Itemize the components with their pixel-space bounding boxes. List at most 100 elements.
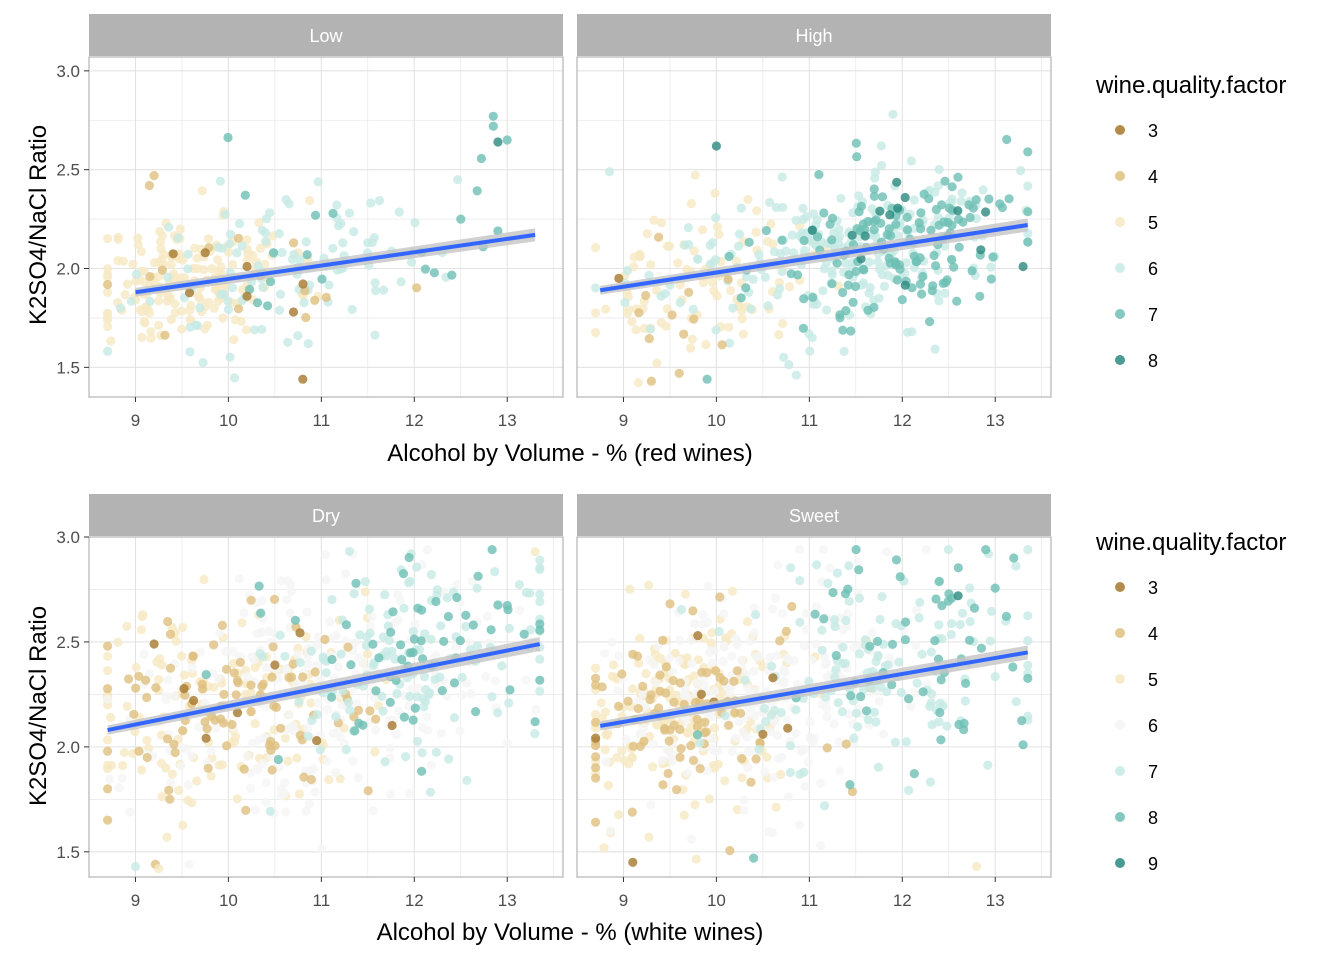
data-point-quality-4 bbox=[661, 662, 672, 672]
data-point-quality-7 bbox=[814, 170, 824, 180]
data-point-quality-7 bbox=[986, 274, 996, 284]
data-point-quality-3 bbox=[614, 273, 624, 283]
data-point-quality-6 bbox=[223, 296, 233, 306]
data-point-quality-8 bbox=[371, 686, 381, 696]
data-point-quality-7 bbox=[761, 717, 771, 727]
data-point-quality-6 bbox=[807, 333, 817, 343]
data-point-quality-8 bbox=[493, 137, 503, 147]
data-point-quality-5 bbox=[617, 746, 627, 756]
data-point-quality-6 bbox=[281, 807, 291, 817]
data-point-quality-7 bbox=[844, 561, 854, 571]
data-point-quality-7 bbox=[714, 626, 724, 637]
data-point-quality-7 bbox=[345, 705, 355, 716]
data-point-quality-6 bbox=[249, 655, 259, 665]
data-point-quality-5 bbox=[103, 287, 113, 297]
data-point-quality-7 bbox=[736, 293, 746, 303]
data-point-quality-6 bbox=[707, 734, 718, 744]
data-point-quality-5 bbox=[629, 252, 639, 262]
data-point-quality-5 bbox=[685, 343, 696, 353]
data-point-quality-5 bbox=[698, 277, 708, 288]
legend-key bbox=[1115, 125, 1125, 135]
data-point-quality-6 bbox=[482, 611, 492, 622]
data-point-quality-6 bbox=[232, 248, 242, 258]
data-point-quality-4 bbox=[197, 679, 207, 689]
data-point-quality-6 bbox=[194, 722, 204, 732]
data-point-quality-7 bbox=[497, 661, 507, 671]
data-point-quality-7 bbox=[965, 583, 975, 593]
data-point-quality-7 bbox=[875, 614, 885, 625]
data-point-quality-6 bbox=[258, 282, 268, 292]
data-point-quality-7 bbox=[953, 214, 964, 224]
data-point-quality-7 bbox=[821, 692, 831, 702]
data-point-quality-6 bbox=[731, 733, 741, 743]
data-point-quality-6 bbox=[215, 176, 225, 186]
data-point-quality-6 bbox=[709, 746, 719, 756]
data-point-quality-4 bbox=[103, 815, 113, 825]
data-point-quality-6 bbox=[838, 625, 849, 635]
data-point-quality-6 bbox=[888, 109, 898, 119]
data-point-quality-7 bbox=[925, 317, 935, 327]
data-point-quality-5 bbox=[766, 219, 776, 229]
data-point-quality-6 bbox=[812, 215, 822, 225]
data-point-quality-7 bbox=[462, 775, 472, 786]
data-point-quality-6 bbox=[874, 696, 884, 706]
data-point-quality-6 bbox=[395, 596, 405, 606]
data-point-quality-6 bbox=[693, 254, 703, 264]
legend-label: 5 bbox=[1148, 670, 1158, 690]
data-point-quality-5 bbox=[113, 234, 123, 244]
data-point-quality-7 bbox=[896, 687, 906, 698]
data-point-quality-6 bbox=[816, 841, 826, 851]
data-point-quality-6 bbox=[169, 691, 179, 701]
data-point-quality-8 bbox=[399, 712, 409, 722]
legend-item-5: 5 bbox=[1115, 213, 1158, 233]
data-point-quality-7 bbox=[827, 235, 837, 245]
data-point-quality-6 bbox=[126, 296, 136, 306]
data-point-quality-5 bbox=[614, 810, 624, 820]
data-point-quality-7 bbox=[1023, 636, 1033, 646]
data-point-quality-7 bbox=[741, 283, 751, 293]
data-point-quality-6 bbox=[751, 652, 761, 662]
data-point-quality-7 bbox=[987, 606, 997, 617]
data-point-quality-6 bbox=[760, 767, 770, 777]
data-point-quality-7 bbox=[912, 678, 922, 688]
data-point-quality-7 bbox=[355, 630, 365, 640]
data-point-quality-3 bbox=[288, 307, 299, 317]
data-point-quality-4 bbox=[667, 310, 677, 320]
data-point-quality-5 bbox=[599, 843, 609, 853]
data-point-quality-6 bbox=[686, 834, 697, 844]
data-point-quality-5 bbox=[171, 636, 181, 646]
data-point-quality-7 bbox=[854, 649, 865, 659]
data-point-quality-6 bbox=[779, 678, 790, 688]
data-point-quality-8 bbox=[810, 609, 820, 619]
data-point-quality-4 bbox=[131, 683, 141, 693]
data-point-quality-6 bbox=[422, 712, 432, 722]
data-point-quality-6 bbox=[718, 656, 728, 666]
data-point-quality-6 bbox=[834, 737, 844, 747]
legend-key bbox=[1115, 309, 1125, 319]
data-point-quality-4 bbox=[165, 663, 176, 673]
x-tick-label: 12 bbox=[893, 411, 912, 430]
data-point-quality-6 bbox=[646, 800, 656, 810]
data-point-quality-8 bbox=[807, 225, 817, 235]
data-point-quality-6 bbox=[736, 203, 746, 213]
data-point-quality-6 bbox=[818, 545, 828, 555]
data-point-quality-8 bbox=[519, 629, 529, 639]
data-point-quality-5 bbox=[113, 637, 123, 647]
data-point-quality-5 bbox=[243, 249, 253, 259]
data-point-quality-7 bbox=[275, 630, 285, 640]
data-point-quality-7 bbox=[817, 645, 827, 655]
data-point-quality-6 bbox=[183, 780, 193, 790]
data-point-quality-8 bbox=[935, 707, 945, 718]
data-point-quality-4 bbox=[142, 692, 152, 703]
data-point-quality-7 bbox=[894, 657, 904, 667]
data-point-quality-5 bbox=[689, 671, 699, 681]
data-point-quality-6 bbox=[234, 574, 244, 584]
data-point-quality-6 bbox=[805, 717, 815, 727]
data-point-quality-5 bbox=[652, 358, 662, 368]
data-point-quality-5 bbox=[679, 810, 689, 820]
data-point-quality-4 bbox=[686, 741, 696, 751]
data-point-quality-4 bbox=[717, 340, 727, 350]
data-point-quality-4 bbox=[299, 772, 309, 782]
data-point-quality-6 bbox=[822, 672, 832, 682]
